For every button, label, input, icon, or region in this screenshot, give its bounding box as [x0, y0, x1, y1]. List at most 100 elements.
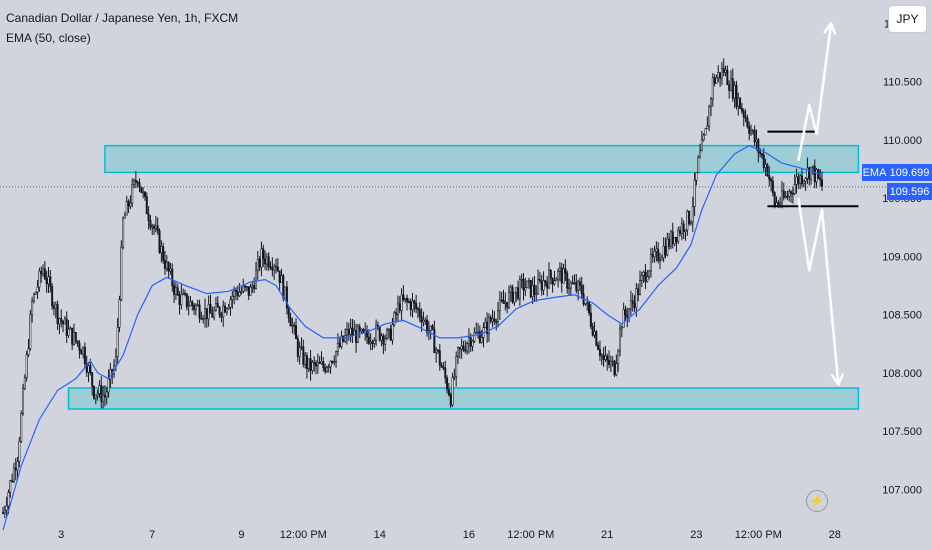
candle-body [751, 129, 754, 132]
candle-body [786, 195, 789, 198]
zone-rect-0 [104, 144, 860, 174]
candle-body [89, 365, 92, 373]
candle-body [331, 360, 334, 363]
time-tick-label: 3 [58, 529, 64, 541]
lightning-icon[interactable]: ⚡ [806, 490, 828, 512]
candle-body [660, 257, 663, 261]
candle-body [147, 213, 150, 221]
candle-body [629, 300, 632, 310]
candle-body [336, 342, 339, 352]
indicator-label[interactable]: EMA (50, close) [6, 31, 91, 45]
candle-body [704, 128, 707, 136]
candle-body [717, 72, 720, 79]
candle-body [407, 301, 410, 303]
candle-body [638, 280, 641, 295]
price-tick-label: 109.000 [882, 251, 922, 263]
candle-body [351, 327, 354, 336]
candle-body [480, 337, 483, 343]
candle-body [347, 329, 350, 336]
candle-body [640, 275, 643, 281]
candle-body [580, 285, 583, 295]
candle-body [42, 268, 45, 275]
candle-body [358, 326, 361, 332]
candle-body [648, 270, 651, 277]
symbol-title[interactable]: Canadian Dollar / Japanese Yen, 1h, FXCM [6, 11, 239, 25]
candle-body [196, 304, 199, 307]
candle-body [435, 349, 438, 354]
candle-body [553, 280, 556, 285]
candle-body [584, 302, 587, 305]
candle-body [446, 377, 449, 390]
candle-body [322, 361, 325, 368]
candle-body [94, 394, 97, 399]
candle-body [416, 308, 419, 310]
currency-button[interactable]: JPY [888, 5, 927, 33]
candle-body [16, 461, 19, 471]
candle-body [249, 286, 252, 296]
candle-body [659, 259, 662, 262]
candle-body [198, 304, 201, 319]
forecast-arrows [797, 22, 844, 386]
candle-body [633, 303, 636, 308]
candle-body [573, 282, 576, 284]
candle-body [531, 284, 534, 298]
candle-body [600, 354, 603, 357]
candle-body [815, 169, 818, 183]
candle-body [1, 512, 4, 514]
candle-body [456, 347, 459, 357]
candle-body [345, 329, 348, 336]
candle-body [493, 318, 496, 322]
candle-body [779, 202, 782, 205]
candle-body [664, 245, 667, 256]
candle-body [784, 195, 787, 198]
candle-body [726, 69, 729, 86]
candle-body [424, 319, 427, 322]
candle-body [69, 327, 72, 330]
candle-body [87, 365, 90, 373]
candle-body [520, 279, 523, 281]
candle-body [293, 324, 296, 327]
ema-tag: EMA [862, 164, 887, 181]
candle-body [271, 267, 274, 271]
candle-body [327, 366, 330, 368]
candle-body [82, 346, 85, 355]
candle-body [737, 97, 740, 107]
candle-body [213, 309, 216, 318]
candle-body [549, 270, 552, 279]
candle-body [620, 326, 623, 330]
candle-body [735, 84, 738, 107]
candle-body [706, 125, 709, 130]
candle-body [365, 330, 368, 338]
candle-body [522, 279, 525, 291]
candle-body [253, 285, 256, 289]
candle-body [133, 179, 136, 185]
candle-body [800, 175, 803, 185]
candle-body [436, 349, 439, 352]
candle-body [602, 354, 605, 360]
candle-body [145, 196, 148, 215]
candle-body [200, 317, 203, 320]
candle-body [624, 309, 627, 316]
candle-body [318, 362, 321, 364]
candle-body [254, 269, 257, 289]
candle-body [691, 206, 694, 223]
candle-body [478, 331, 481, 343]
candle-body [251, 285, 254, 288]
candle-body [391, 324, 394, 341]
candle-body [588, 302, 591, 314]
candle-body [442, 366, 445, 369]
candle-body [396, 303, 399, 315]
candle-body [502, 299, 505, 304]
candle-body [91, 372, 94, 387]
candle-body [204, 308, 207, 319]
candle-body [32, 293, 35, 302]
candle-body [367, 336, 370, 344]
candle-body [227, 306, 230, 310]
time-tick-label: 16 [463, 529, 475, 541]
candle-body [315, 362, 318, 367]
candle-body [762, 154, 765, 168]
candle-body [517, 287, 520, 299]
candle-body [58, 318, 61, 325]
candle-body [125, 200, 128, 216]
